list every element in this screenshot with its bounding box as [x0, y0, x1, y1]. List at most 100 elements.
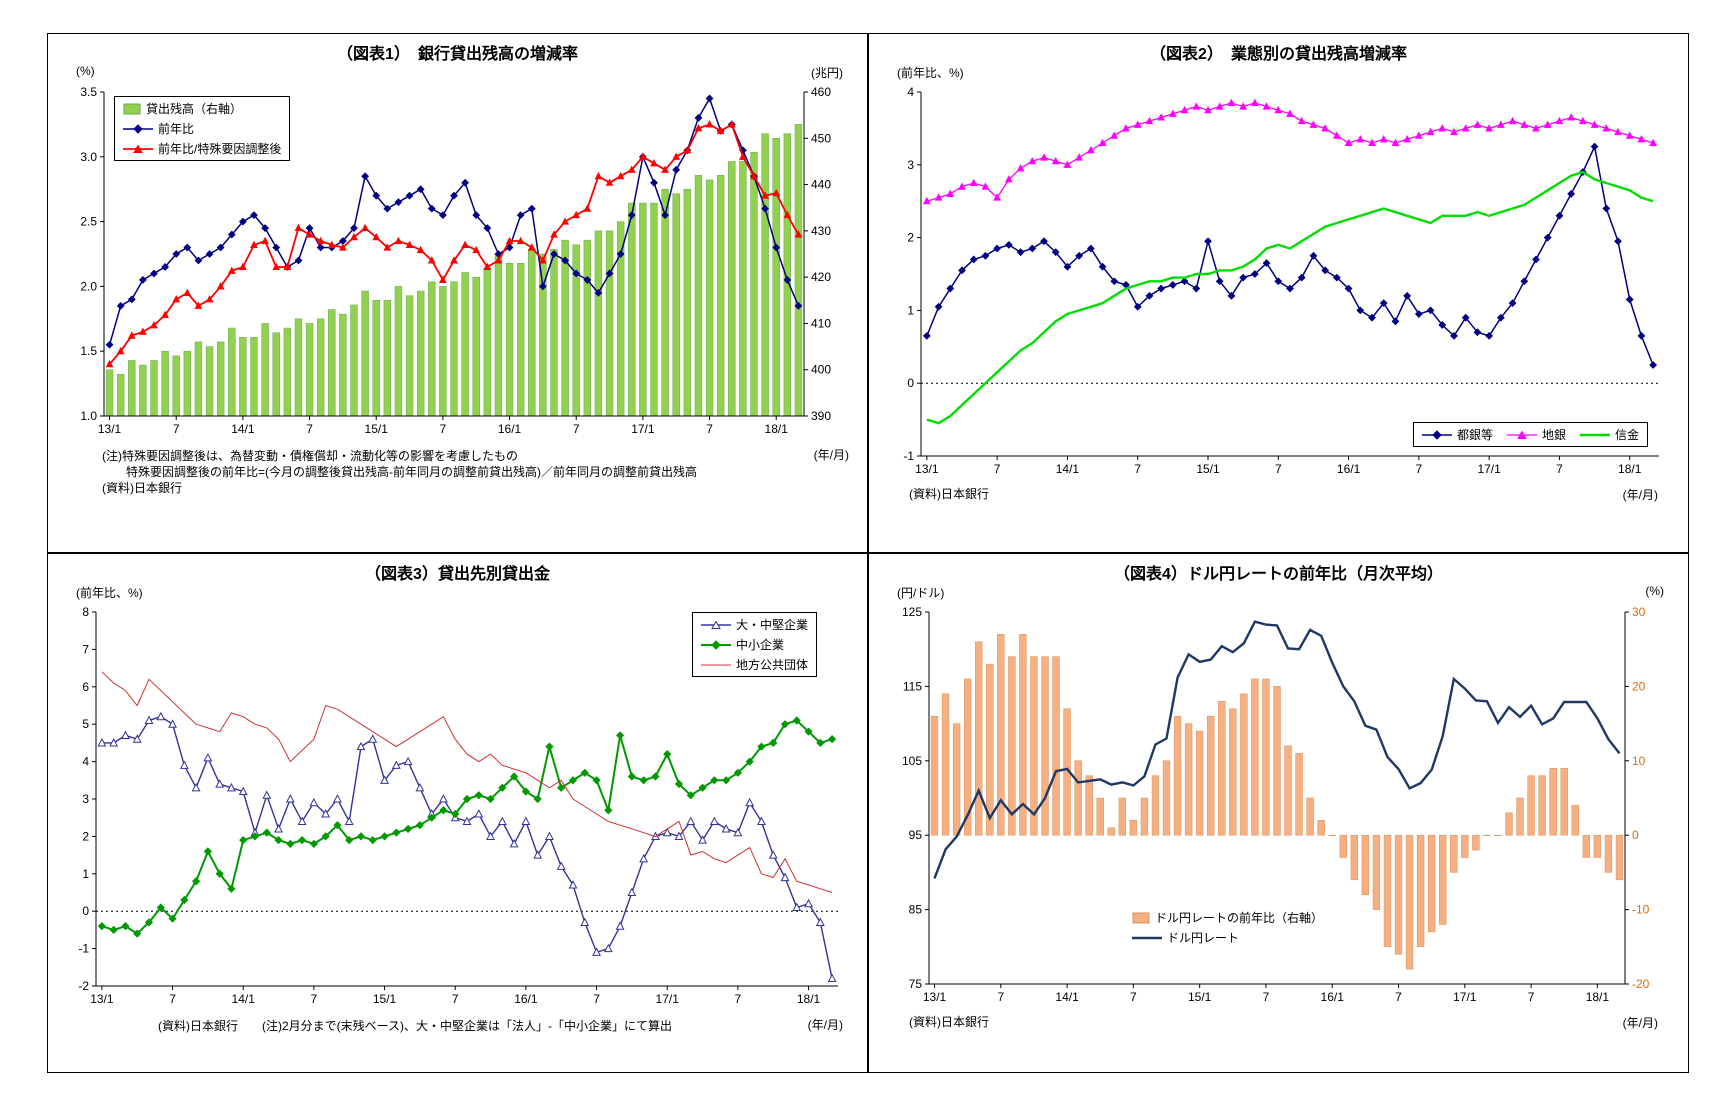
figure2-notes: (資料)日本銀行 — [909, 486, 989, 502]
svg-text:7: 7 — [1528, 990, 1535, 1004]
figure3-title: （図表3）貸出先別貸出金 — [365, 566, 550, 583]
svg-text:-1: -1 — [903, 449, 914, 463]
svg-text:16/1: 16/1 — [1321, 990, 1345, 1004]
figure4-right-axis-unit: (%) — [1645, 584, 1664, 598]
svg-text:7: 7 — [1263, 990, 1270, 1004]
legend-label: 地方公共団体 — [735, 658, 808, 672]
legend-label: 前年比 — [158, 122, 195, 136]
svg-text:7: 7 — [706, 422, 713, 436]
legend-swatch — [700, 639, 731, 650]
legend-entry-yoy-adjusted: 前年比/特殊要因調整後 — [123, 140, 281, 157]
figure1-legend: 貸出残高（右軸） 前年比 前年比/特殊要因調整後 — [114, 96, 291, 161]
legend-entry-shinkin: 信金 — [1579, 426, 1639, 443]
svg-text:2.5: 2.5 — [80, 215, 97, 229]
legend-swatch — [123, 103, 141, 114]
svg-text:14/1: 14/1 — [1055, 990, 1079, 1004]
figure4-legend: ドル円レートの前年比（右軸） ドル円レート — [1124, 906, 1331, 949]
figure4-left-axis-unit: (円/ドル) — [897, 586, 945, 600]
legend-entry-city-banks: 都銀等 — [1421, 426, 1493, 443]
svg-text:7: 7 — [1416, 462, 1423, 476]
svg-text:3.5: 3.5 — [80, 85, 97, 99]
svg-text:13/1: 13/1 — [90, 992, 114, 1006]
svg-text:7: 7 — [306, 422, 313, 436]
legend-label: 中小企業 — [735, 638, 784, 652]
svg-text:7: 7 — [573, 422, 580, 436]
svg-text:18/1: 18/1 — [797, 992, 821, 1006]
note-line: (資料)日本銀行 — [102, 481, 182, 496]
legend-entry-regional-banks: 地銀 — [1506, 426, 1566, 443]
svg-text:7: 7 — [82, 642, 89, 656]
legend-label: 信金 — [1614, 428, 1639, 442]
svg-text:450: 450 — [811, 131, 831, 145]
note-line: (資料)日本銀行 — [909, 1015, 989, 1029]
svg-text:85: 85 — [909, 903, 923, 917]
figure3-panel: （図表3）貸出先別貸出金 (前年比、%) -2 -1 0 1 2 3 4 5 6 7 8 13/1 7 1… — [47, 553, 868, 1073]
svg-text:125: 125 — [902, 605, 922, 619]
figure4-notes: (資料)日本銀行 — [909, 1014, 989, 1030]
svg-text:18/1: 18/1 — [765, 422, 789, 436]
figure1-right-axis-unit: (兆円) — [811, 66, 843, 80]
figure1-x-axis-unit: (年/月) — [813, 448, 849, 462]
figure4-panel: （図表4）ドル円レートの前年比（月次平均） (円/ドル) (%) 75 85 95 1… — [868, 553, 1689, 1073]
svg-text:4: 4 — [82, 755, 89, 769]
svg-text:15/1: 15/1 — [365, 422, 389, 436]
legend-entry-usdjpy-yoy: ドル円レートの前年比（右軸） — [1132, 909, 1323, 926]
legend-label: 前年比/特殊要因調整後 — [158, 142, 282, 156]
svg-text:20: 20 — [1632, 679, 1646, 693]
legend-swatch — [1506, 429, 1537, 439]
legend-entry-large-firms: 大・中堅企業 — [700, 616, 808, 633]
figure1-left-axis-unit: (%) — [76, 64, 95, 78]
figure3-chart: -2 -1 0 1 2 3 4 5 6 7 8 13/1 7 14/1 7 15/1 7 16/1 7 17/1 7 18… — [78, 605, 838, 1006]
svg-text:2: 2 — [82, 829, 89, 843]
svg-text:3: 3 — [82, 792, 89, 806]
svg-text:7: 7 — [440, 422, 447, 436]
figure2-chart: -1 0 1 2 3 4 13/1 7 14/1 7 15/1 7 16/1 7 17/1 7 18/1 — [903, 85, 1659, 476]
svg-text:16/1: 16/1 — [1337, 462, 1361, 476]
figure1-panel: （図表1） 銀行貸出残高の増減率 (%) (兆円) 1.0 1.5 2.0 2.5 3.… — [47, 33, 868, 553]
note-line: (資料)日本銀行 (注)2月分まで(末残ベース)、大・中堅企業は「法人」-「中小… — [158, 1019, 673, 1033]
svg-text:7: 7 — [593, 992, 600, 1006]
svg-text:30: 30 — [1632, 605, 1646, 619]
legend-label: 都銀等 — [1456, 428, 1493, 442]
legend-swatch — [1421, 429, 1452, 440]
svg-text:7: 7 — [173, 422, 180, 436]
svg-text:105: 105 — [902, 754, 922, 768]
svg-text:2.0: 2.0 — [80, 279, 97, 293]
svg-text:7: 7 — [1275, 462, 1282, 476]
figure4-chart: 75 85 95 105 115 125 -20 -10 0 10 20 30 13/1 7 14/1 7 15… — [902, 605, 1650, 1004]
figure4-x-axis-unit: (年/月) — [1622, 1016, 1658, 1030]
svg-text:15/1: 15/1 — [1196, 462, 1220, 476]
figure3-notes: (資料)日本銀行 (注)2月分まで(末残ベース)、大・中堅企業は「法人」-「中小… — [158, 1018, 672, 1034]
legend-swatch — [1132, 936, 1162, 939]
svg-text:14/1: 14/1 — [231, 422, 255, 436]
svg-text:440: 440 — [811, 178, 831, 192]
svg-text:14/1: 14/1 — [1056, 462, 1080, 476]
svg-text:16/1: 16/1 — [498, 422, 522, 436]
svg-text:7: 7 — [735, 992, 742, 1006]
svg-text:7: 7 — [1556, 462, 1563, 476]
legend-entry-usdjpy-rate: ドル円レート — [1132, 929, 1323, 946]
svg-text:430: 430 — [811, 224, 831, 238]
legend-label: ドル円レートの前年比（右軸） — [1155, 911, 1324, 925]
svg-text:115: 115 — [903, 679, 922, 693]
svg-text:15/1: 15/1 — [1188, 990, 1212, 1004]
report-chart-sheet: （図表1） 銀行貸出残高の増減率 (%) (兆円) 1.0 1.5 2.0 2.5 3.… — [47, 33, 1689, 1073]
svg-text:17/1: 17/1 — [1477, 462, 1501, 476]
legend-label: ドル円レート — [1167, 931, 1240, 945]
svg-text:7: 7 — [1395, 990, 1402, 1004]
legend-swatch — [700, 619, 731, 629]
svg-text:4: 4 — [907, 85, 914, 99]
svg-text:10: 10 — [1632, 754, 1646, 768]
svg-text:7: 7 — [994, 462, 1001, 476]
svg-text:95: 95 — [909, 828, 923, 842]
figure1-notes: (注)特殊要因調整後は、為替変動・債権償却・流動化等の影響を考慮したもの 特殊要… — [102, 448, 697, 497]
figure1-title: （図表1） 銀行貸出残高の増減率 — [337, 46, 578, 63]
svg-text:3: 3 — [907, 158, 914, 172]
svg-text:410: 410 — [811, 316, 831, 330]
figure2-legend: 都銀等 地銀 信金 — [1412, 422, 1648, 447]
svg-text:18/1: 18/1 — [1618, 462, 1642, 476]
svg-text:1.5: 1.5 — [80, 344, 97, 358]
svg-text:7: 7 — [169, 992, 176, 1006]
svg-text:75: 75 — [909, 977, 923, 991]
svg-text:13/1: 13/1 — [98, 422, 122, 436]
